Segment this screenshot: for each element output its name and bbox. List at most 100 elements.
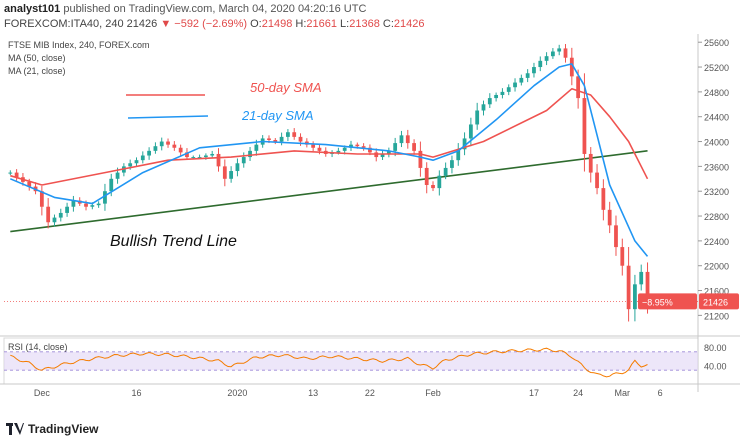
change-tag-label: −8.95% <box>642 297 673 307</box>
price-change: ▼ −592 (−2.69%) <box>160 18 248 30</box>
price-tick-label: 22800 <box>704 212 729 222</box>
candle-body <box>607 209 612 226</box>
price-tick-label: 24800 <box>704 88 729 98</box>
publication-line: analyst101 published on TradingView.com,… <box>4 3 366 15</box>
candle-body <box>601 188 606 210</box>
candle-body <box>506 87 511 92</box>
candle-body <box>405 135 410 144</box>
candle-body <box>191 157 196 159</box>
legend-sma21: MA (21, close) <box>8 66 66 76</box>
candle-body <box>147 150 152 156</box>
candle-body <box>254 144 259 151</box>
candle-body <box>639 271 644 285</box>
candle-body <box>576 76 581 99</box>
bullish-trend-line[interactable] <box>10 150 648 233</box>
time-tick-label: 2020 <box>227 388 247 398</box>
candle-body <box>222 166 227 179</box>
published-text: published on TradingView.com, March 04, … <box>63 3 367 15</box>
price-tick-label: 25600 <box>704 38 729 48</box>
candle-body <box>90 205 95 207</box>
candle-body <box>645 271 650 302</box>
candle-body <box>475 110 480 125</box>
candle-body <box>361 146 366 148</box>
rsi-title: RSI (14, close) <box>8 342 68 352</box>
time-tick-label: 13 <box>308 388 318 398</box>
candle-body <box>229 171 234 179</box>
candle-body <box>424 167 429 185</box>
candle-body <box>336 150 341 153</box>
candle-body <box>569 57 574 77</box>
candle-body <box>380 153 385 158</box>
publisher-name[interactable]: analyst101 <box>4 3 61 15</box>
candle-body <box>84 203 88 207</box>
candle-body <box>96 203 101 206</box>
candle-body <box>557 48 562 52</box>
candle-body <box>71 200 76 207</box>
candle-body <box>14 172 19 178</box>
candle-body <box>626 265 631 310</box>
chart-header: analyst101 published on TradingView.com,… <box>0 0 740 34</box>
price-tag-label: 21426 <box>703 297 728 307</box>
candle-body <box>197 157 202 159</box>
candle-body <box>65 206 69 213</box>
candle-body <box>468 124 473 139</box>
candle-body <box>462 138 467 150</box>
sma50-line[interactable] <box>10 87 649 186</box>
candle-body <box>633 284 637 310</box>
candle-body <box>494 94 499 99</box>
candle-body <box>128 163 133 167</box>
open-value: 21498 <box>261 18 293 30</box>
candle-body <box>317 147 322 151</box>
trend-line-annotation-label: Bullish Trend Line <box>110 233 237 250</box>
time-tick-label: 6 <box>658 388 663 398</box>
symbol-ohlc-line: FOREXCOM:ITA40, 240 21426 ▼ −592 (−2.69%… <box>4 18 424 30</box>
candle-body <box>52 217 57 223</box>
high-label: H: <box>295 18 307 30</box>
candle-body <box>8 172 13 174</box>
candle-body <box>172 144 177 148</box>
candle-body <box>368 147 372 153</box>
high-value: 21661 <box>306 18 337 30</box>
candle-body <box>487 98 492 105</box>
brand-name[interactable]: TradingView <box>28 422 99 436</box>
rsi-tick-label: 40.00 <box>704 362 727 372</box>
candle-body <box>273 139 278 142</box>
candle-body <box>241 157 246 164</box>
price-tag-bg <box>699 293 739 310</box>
candle-body <box>431 185 435 189</box>
price-tick-label: 23600 <box>704 162 729 172</box>
price-tick-label: 24400 <box>704 113 729 123</box>
tradingview-logo-icon[interactable] <box>6 423 24 435</box>
candle-body <box>39 191 44 207</box>
candle-body <box>418 150 423 168</box>
price-tick-label: 21600 <box>704 287 729 297</box>
price-chart[interactable]: 21200 21600 22000 22400 22800 23200 23600 24000… <box>0 34 740 418</box>
change-tag-bg <box>638 293 697 310</box>
candle-body <box>544 56 549 61</box>
candle-body <box>185 152 189 158</box>
symbol-label: FOREXCOM:ITA40, 240 <box>4 18 124 30</box>
candle-body <box>456 149 461 161</box>
sma21-line[interactable] <box>9 63 649 257</box>
candle-body <box>550 51 555 57</box>
candle-body <box>412 143 416 151</box>
candle-body <box>140 155 145 161</box>
candle-body <box>525 73 530 78</box>
rsi-line[interactable] <box>10 347 648 378</box>
candle-body <box>437 175 442 189</box>
candle-body <box>513 82 517 88</box>
candle-body <box>115 172 120 179</box>
last-price: 21426 <box>126 18 158 30</box>
time-tick-label: Mar <box>615 388 631 398</box>
candle-body <box>481 104 486 111</box>
candle-body <box>519 77 524 83</box>
candle-body <box>532 67 536 74</box>
legend-sma50: MA (50, close) <box>8 53 66 63</box>
candle-body <box>178 147 183 153</box>
candle-body <box>210 153 215 156</box>
low-label: L: <box>340 18 350 30</box>
sma21-annotation-line <box>127 115 209 119</box>
price-tick-label: 22400 <box>704 237 729 247</box>
candle-body <box>58 212 63 218</box>
candle-body <box>27 181 32 187</box>
